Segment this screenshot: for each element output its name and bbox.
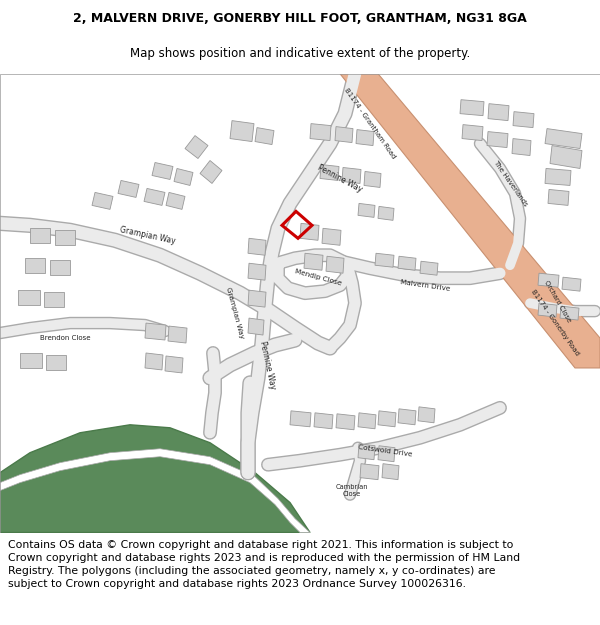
Polygon shape: [152, 162, 173, 179]
Polygon shape: [255, 127, 274, 144]
Polygon shape: [488, 104, 509, 121]
Polygon shape: [18, 290, 40, 305]
Polygon shape: [513, 112, 534, 128]
Polygon shape: [92, 192, 113, 209]
Polygon shape: [378, 411, 396, 427]
Text: The Haverlands: The Haverlands: [492, 159, 528, 208]
Polygon shape: [512, 139, 531, 156]
Polygon shape: [358, 413, 376, 429]
Polygon shape: [398, 409, 416, 425]
Polygon shape: [166, 192, 185, 209]
Polygon shape: [165, 356, 183, 373]
Polygon shape: [20, 353, 42, 368]
Text: Orchard Close: Orchard Close: [544, 279, 572, 323]
Polygon shape: [200, 161, 222, 184]
Text: Cambrian
Close: Cambrian Close: [336, 484, 368, 497]
Polygon shape: [560, 306, 579, 320]
Polygon shape: [168, 326, 187, 343]
Text: Malvern Drive: Malvern Drive: [400, 279, 451, 292]
Polygon shape: [300, 223, 319, 240]
Text: Pennine Way: Pennine Way: [316, 163, 364, 194]
Polygon shape: [420, 261, 438, 275]
Polygon shape: [358, 444, 375, 460]
Polygon shape: [545, 129, 582, 149]
Text: Pennine Way: Pennine Way: [259, 340, 278, 390]
Polygon shape: [562, 278, 581, 291]
Polygon shape: [30, 228, 50, 243]
Polygon shape: [548, 189, 569, 206]
Polygon shape: [538, 273, 559, 287]
Polygon shape: [304, 253, 323, 270]
Polygon shape: [248, 263, 266, 280]
Polygon shape: [44, 292, 64, 307]
Text: Grampian Way: Grampian Way: [225, 287, 245, 339]
Polygon shape: [0, 449, 310, 532]
Polygon shape: [326, 256, 344, 273]
Polygon shape: [0, 425, 310, 532]
Polygon shape: [248, 238, 266, 255]
Polygon shape: [248, 318, 264, 335]
Text: Map shows position and indicative extent of the property.: Map shows position and indicative extent…: [130, 47, 470, 59]
Polygon shape: [336, 414, 355, 430]
Text: B1174 - Grantham Road: B1174 - Grantham Road: [343, 88, 397, 160]
Text: 2, MALVERN DRIVE, GONERBY HILL FOOT, GRANTHAM, NG31 8GA: 2, MALVERN DRIVE, GONERBY HILL FOOT, GRA…: [73, 12, 527, 25]
Text: Cotswold Drive: Cotswold Drive: [358, 444, 412, 458]
Polygon shape: [314, 413, 333, 429]
Polygon shape: [340, 74, 600, 368]
Polygon shape: [460, 99, 484, 116]
Polygon shape: [342, 168, 361, 184]
Polygon shape: [290, 411, 311, 427]
Text: Mendip Close: Mendip Close: [294, 268, 342, 286]
Polygon shape: [398, 256, 416, 270]
Polygon shape: [50, 260, 70, 275]
Polygon shape: [145, 353, 163, 370]
Polygon shape: [545, 169, 571, 186]
Polygon shape: [358, 203, 375, 217]
Polygon shape: [378, 206, 394, 221]
Polygon shape: [382, 464, 399, 479]
Polygon shape: [248, 290, 266, 307]
Polygon shape: [364, 171, 381, 187]
Polygon shape: [25, 258, 45, 273]
Polygon shape: [118, 181, 139, 198]
Polygon shape: [335, 127, 353, 142]
Polygon shape: [538, 303, 557, 317]
Polygon shape: [55, 231, 75, 245]
Polygon shape: [462, 124, 483, 141]
Polygon shape: [320, 164, 339, 181]
Polygon shape: [144, 189, 165, 206]
Text: Contains OS data © Crown copyright and database right 2021. This information is : Contains OS data © Crown copyright and d…: [8, 539, 520, 589]
Polygon shape: [174, 169, 193, 186]
Polygon shape: [46, 355, 66, 370]
Text: Brendon Close: Brendon Close: [40, 335, 90, 341]
Polygon shape: [322, 228, 341, 245]
Polygon shape: [550, 146, 582, 169]
Polygon shape: [230, 121, 254, 142]
Polygon shape: [487, 132, 508, 148]
Text: Grampian Way: Grampian Way: [119, 225, 176, 246]
Polygon shape: [375, 253, 394, 268]
Polygon shape: [185, 136, 208, 159]
Polygon shape: [378, 446, 395, 462]
Polygon shape: [310, 124, 331, 141]
Polygon shape: [360, 464, 379, 479]
Polygon shape: [145, 323, 166, 340]
Polygon shape: [418, 407, 435, 422]
Text: B1174 - Gonerby Road: B1174 - Gonerby Road: [530, 289, 580, 357]
Polygon shape: [356, 129, 374, 146]
